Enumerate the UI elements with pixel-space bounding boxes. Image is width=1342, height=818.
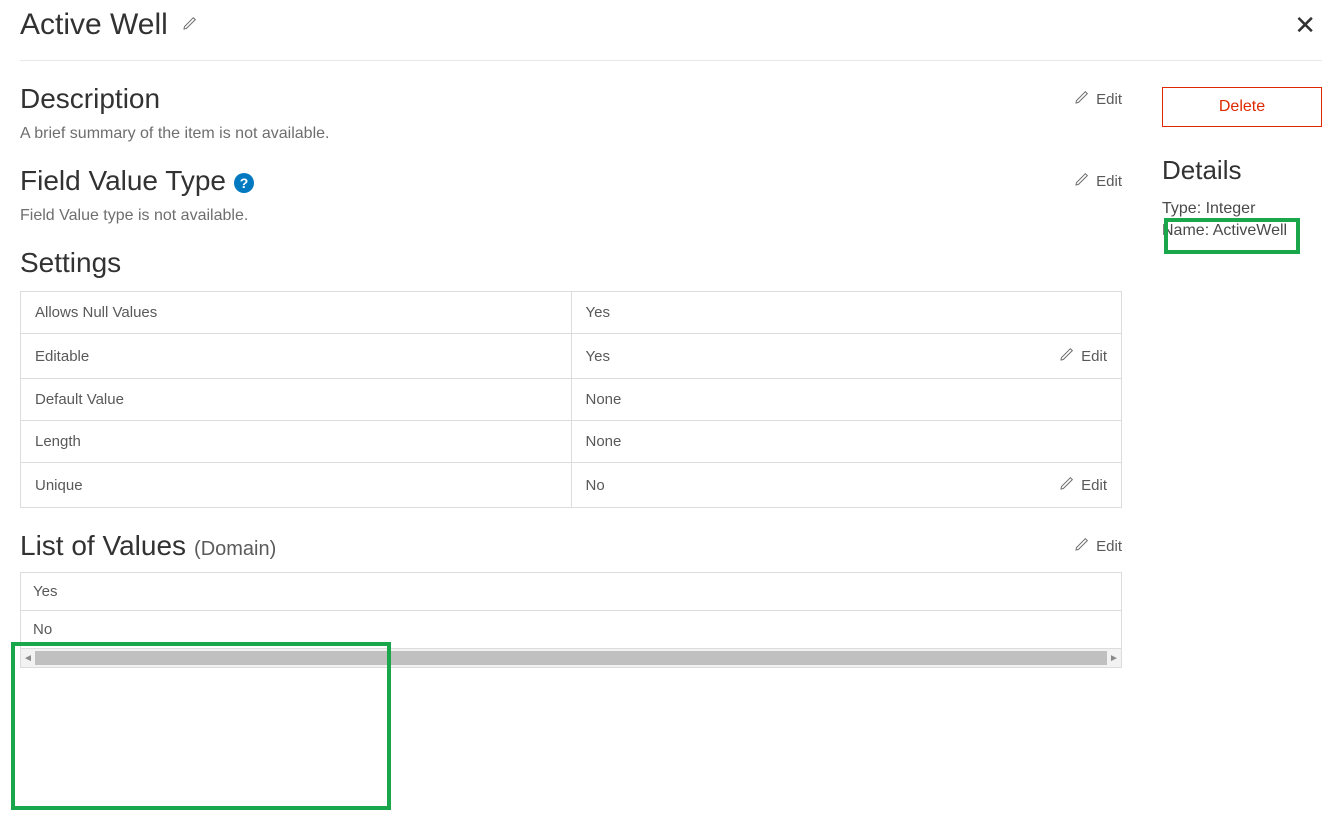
close-icon[interactable]: ✕: [1288, 12, 1322, 38]
description-body: A brief summary of the item is not avail…: [20, 125, 1122, 143]
detail-type: Type: Integer: [1162, 200, 1322, 218]
section-field-value-type: Field Value Type ? Edit Field Value type…: [20, 165, 1122, 225]
section-settings: Settings Allows Null ValuesYesEditableYe…: [20, 247, 1122, 508]
edit-label: Edit: [1096, 538, 1122, 555]
pencil-icon: [1074, 171, 1090, 191]
setting-label: Unique: [21, 463, 572, 508]
details-title: Details: [1162, 155, 1322, 186]
pencil-icon: [1074, 89, 1090, 109]
scroll-left-icon[interactable]: ◄: [21, 649, 35, 667]
setting-value-text: No: [586, 477, 605, 494]
detail-name: Name: ActiveWell: [1162, 222, 1322, 240]
list-item: Yes: [21, 573, 1121, 611]
setting-value: None: [571, 379, 1122, 421]
edit-fvt-button[interactable]: Edit: [1074, 171, 1122, 191]
table-row: Unique No Edit: [21, 463, 1122, 508]
setting-label: Editable: [21, 334, 572, 379]
section-list-of-values: List of Values (Domain) Edit YesNo◄►: [20, 530, 1122, 668]
horizontal-scrollbar[interactable]: ◄►: [21, 649, 1121, 667]
lov-subtitle: (Domain): [194, 538, 276, 561]
setting-label: Allows Null Values: [21, 292, 572, 334]
lov-title-text: List of Values: [20, 530, 186, 562]
detail-name-value: ActiveWell: [1213, 222, 1287, 239]
edit-label: Edit: [1081, 348, 1107, 365]
setting-value: Yes Edit: [571, 334, 1122, 379]
setting-value: Yes: [571, 292, 1122, 334]
fvt-body: Field Value type is not available.: [20, 207, 1122, 225]
scroll-right-icon[interactable]: ►: [1107, 649, 1121, 667]
setting-label: Default Value: [21, 379, 572, 421]
delete-button[interactable]: Delete: [1162, 87, 1322, 127]
sidebar: Delete Details Type: Integer Name: Activ…: [1162, 83, 1322, 244]
help-icon[interactable]: ?: [234, 173, 254, 193]
edit-label: Edit: [1096, 173, 1122, 190]
setting-value-text: Yes: [586, 348, 610, 365]
scrollbar-track[interactable]: [35, 651, 1107, 665]
list-item: No: [21, 611, 1121, 649]
pencil-icon: [1059, 475, 1075, 495]
detail-type-value: Integer: [1206, 200, 1256, 217]
section-description: Description Edit A brief summary of the …: [20, 83, 1122, 143]
edit-setting-button[interactable]: Edit: [1059, 346, 1107, 366]
edit-label: Edit: [1081, 477, 1107, 494]
setting-label: Length: [21, 421, 572, 463]
table-row: LengthNone: [21, 421, 1122, 463]
table-row: Allows Null ValuesYes: [21, 292, 1122, 334]
page-title: Active Well: [20, 8, 168, 42]
edit-label: Edit: [1096, 91, 1122, 108]
setting-value: None: [571, 421, 1122, 463]
edit-setting-button[interactable]: Edit: [1059, 475, 1107, 495]
edit-description-button[interactable]: Edit: [1074, 89, 1122, 109]
setting-value: No Edit: [571, 463, 1122, 508]
table-row: Editable Yes Edit: [21, 334, 1122, 379]
edit-title-icon[interactable]: [182, 15, 198, 36]
description-title: Description: [20, 83, 160, 115]
pencil-icon: [1074, 536, 1090, 556]
detail-name-label: Name: [1162, 222, 1205, 239]
settings-table: Allows Null ValuesYesEditableYesEditDefa…: [20, 291, 1122, 508]
pencil-icon: [1059, 346, 1075, 366]
lov-list: YesNo◄►: [20, 572, 1122, 668]
table-row: Default ValueNone: [21, 379, 1122, 421]
fvt-title-text: Field Value Type: [20, 165, 226, 197]
lov-title: List of Values (Domain): [20, 530, 276, 562]
edit-lov-button[interactable]: Edit: [1074, 536, 1122, 556]
settings-title: Settings: [20, 247, 121, 279]
fvt-title: Field Value Type ?: [20, 165, 254, 197]
detail-type-label: Type: [1162, 200, 1197, 217]
header: Active Well ✕: [20, 8, 1322, 61]
